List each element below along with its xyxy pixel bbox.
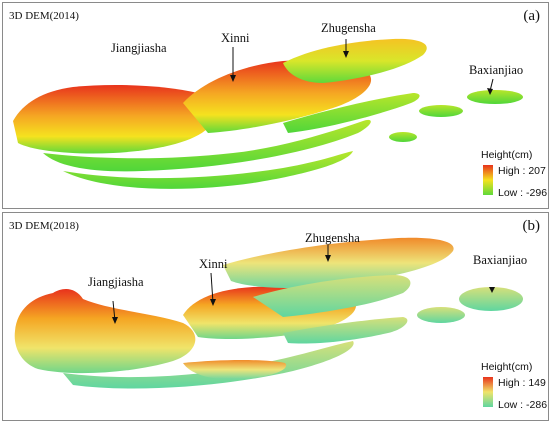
xinni-arrowhead [210, 299, 216, 306]
lower-streak [283, 93, 420, 133]
zhugensha-arrowhead [325, 255, 331, 262]
label-xinni: Xinni [221, 31, 250, 45]
jiangjiasha-arrowhead [112, 317, 118, 324]
jiangjiasha-terrain [14, 289, 196, 374]
island [389, 132, 417, 142]
zhugensha-arrowhead [343, 51, 349, 58]
dem-title: 3D DEM(2018) [9, 220, 79, 232]
height-legend: Height(cm) High : 207 Low : -296 [481, 149, 547, 205]
panel-letter: (b) [522, 218, 541, 234]
dem-panel-2018: 3D DEM(2018) (b) Jiangjiasha Xinni Zhuge… [2, 212, 549, 421]
baxianjiao-arrowhead [487, 88, 493, 95]
height-legend: Height(cm) High : 149 Low : -286 [481, 361, 547, 417]
legend-colorbar [483, 377, 493, 407]
label-baxianjiao: Baxianjiao [473, 253, 528, 267]
lower-streak [183, 360, 287, 380]
dem-title: 3D DEM(2014) [9, 10, 79, 22]
label-baxianjiao: Baxianjiao [469, 63, 524, 77]
legend-title: Height(cm) [481, 149, 533, 161]
zhugensha-terrain [223, 237, 454, 289]
lower-streak [63, 151, 353, 189]
island [419, 105, 463, 117]
island [417, 307, 465, 323]
lower-streak [283, 317, 408, 344]
baxianjiao-terrain [459, 287, 523, 311]
jiangjiasha-terrain [13, 85, 214, 154]
label-zhugensha: Zhugensha [321, 21, 376, 35]
lower-streak [43, 119, 371, 172]
legend-title: Height(cm) [481, 361, 533, 373]
legend-colorbar [483, 165, 493, 195]
legend-low: Low : -286 [498, 399, 548, 411]
zhugensha-terrain [283, 38, 427, 83]
label-xinni: Xinni [199, 257, 228, 271]
legend-high: High : 207 [498, 165, 546, 177]
xinni-arrowhead [230, 75, 236, 82]
dem-terrain-2018 [14, 237, 523, 389]
middle-strip [253, 275, 411, 317]
baxianjiao-terrain [467, 90, 523, 104]
legend-high: High : 149 [498, 377, 546, 389]
xinni-pointer [210, 272, 214, 304]
lower-streak [63, 341, 354, 389]
dem-panel-2014: 3D DEM(2014) (a) Jiangjiasha Xinni Zhuge… [2, 2, 549, 209]
label-jiangjiasha: Jiangjiasha [111, 41, 167, 55]
baxianjiao-arrowhead [489, 287, 495, 293]
legend-low: Low : -296 [498, 187, 548, 199]
label-zhugensha: Zhugensha [305, 231, 360, 245]
label-jiangjiasha: Jiangjiasha [88, 275, 144, 289]
panel-letter: (a) [523, 8, 540, 24]
dem-terrain-2014 [13, 38, 523, 189]
